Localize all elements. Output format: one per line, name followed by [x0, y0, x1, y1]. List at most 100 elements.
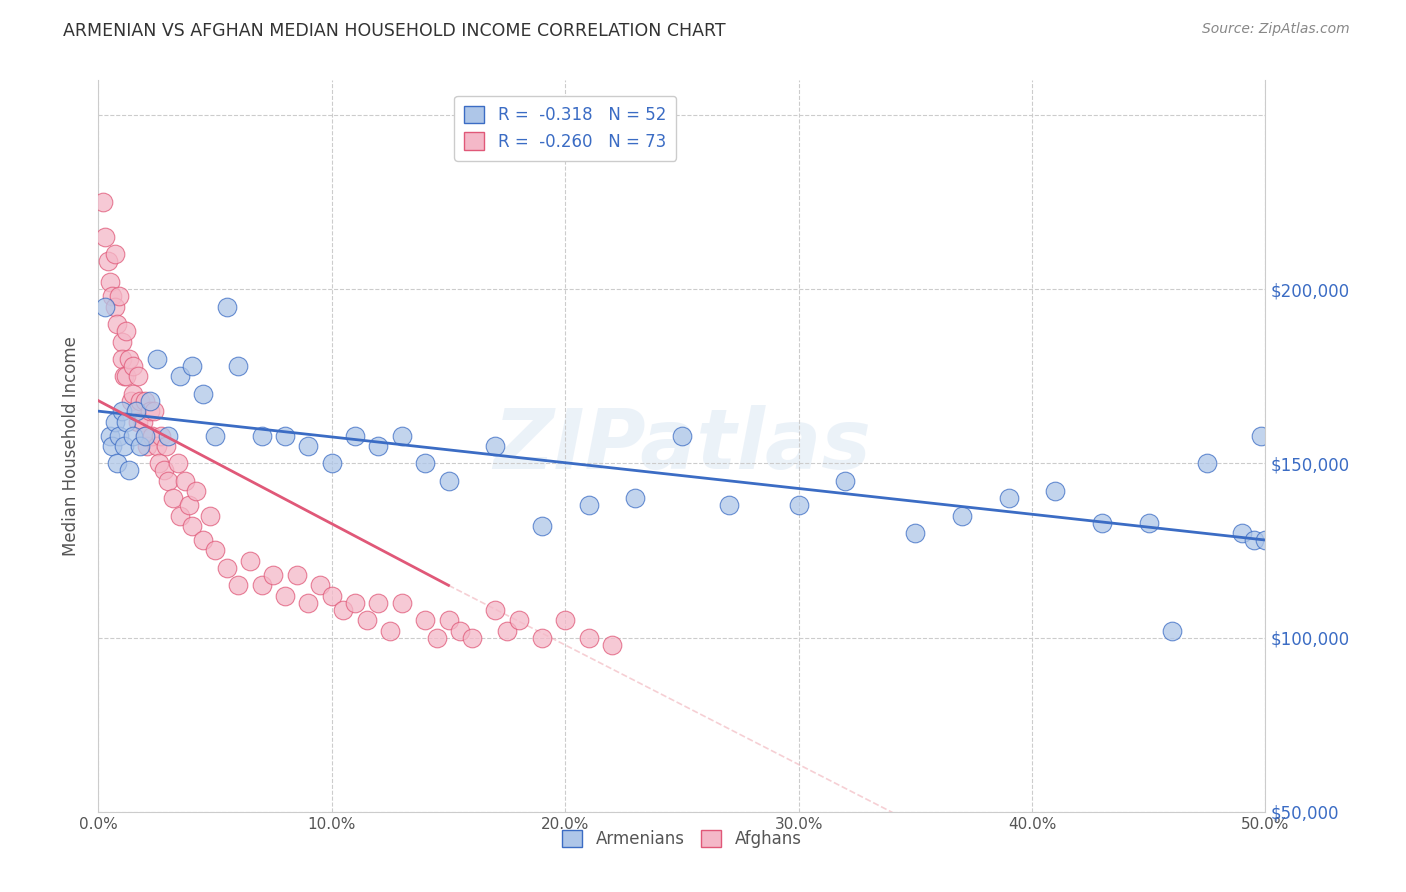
Point [180, 519, 202, 533]
Point [101, 439, 124, 453]
Point [449, 624, 471, 638]
Point [204, 543, 226, 558]
Point [186, 484, 208, 499]
Point [155, 439, 177, 453]
Point [391, 428, 413, 442]
Point [115, 324, 138, 338]
Point [496, 624, 519, 638]
Point [141, 428, 163, 442]
Point [98, 275, 121, 289]
Point [413, 613, 436, 627]
Point [1250, 428, 1272, 442]
Point [111, 404, 134, 418]
Point [1197, 457, 1219, 471]
Point [97, 254, 120, 268]
Point [132, 415, 155, 429]
Point [997, 491, 1019, 506]
Point [274, 589, 297, 603]
Point [134, 428, 156, 442]
Point [134, 428, 156, 442]
Point [193, 533, 215, 547]
Point [297, 596, 319, 610]
Point [228, 359, 250, 373]
Text: Source: ZipAtlas.com: Source: ZipAtlas.com [1202, 22, 1350, 37]
Point [391, 596, 413, 610]
Point [104, 300, 127, 314]
Point [120, 393, 142, 408]
Point [508, 613, 530, 627]
Point [173, 474, 195, 488]
Point [530, 519, 553, 533]
Point [904, 526, 927, 541]
Point [115, 415, 138, 429]
Point [228, 578, 250, 592]
Point [437, 474, 460, 488]
Point [262, 567, 284, 582]
Point [143, 404, 166, 418]
Point [250, 428, 273, 442]
Text: ZIPatlas: ZIPatlas [494, 406, 870, 486]
Point [332, 603, 354, 617]
Point [624, 491, 647, 506]
Point [129, 393, 152, 408]
Point [118, 463, 141, 477]
Point [484, 603, 506, 617]
Point [166, 457, 188, 471]
Point [193, 386, 215, 401]
Point [136, 439, 159, 453]
Point [215, 561, 238, 575]
Point [215, 300, 238, 314]
Point [152, 463, 174, 477]
Point [461, 631, 484, 645]
Point [344, 596, 367, 610]
Text: ARMENIAN VS AFGHAN MEDIAN HOUSEHOLD INCOME CORRELATION CHART: ARMENIAN VS AFGHAN MEDIAN HOUSEHOLD INCO… [63, 22, 725, 40]
Point [321, 589, 343, 603]
Point [169, 508, 191, 523]
Point [413, 457, 436, 471]
Point [139, 404, 162, 418]
Point [530, 631, 553, 645]
Point [146, 351, 169, 366]
Point [367, 596, 389, 610]
Point [139, 393, 162, 408]
Point [1254, 533, 1277, 547]
Point [150, 428, 173, 442]
Point [1091, 516, 1114, 530]
Point [787, 498, 810, 512]
Point [356, 613, 378, 627]
Point [180, 359, 202, 373]
Point [950, 508, 973, 523]
Point [1161, 624, 1184, 638]
Point [104, 247, 127, 261]
Point [671, 428, 693, 442]
Point [125, 404, 148, 418]
Point [274, 428, 297, 442]
Point [1045, 484, 1067, 499]
Point [157, 474, 180, 488]
Point [1137, 516, 1160, 530]
Point [98, 428, 121, 442]
Point [148, 457, 170, 471]
Point [104, 415, 127, 429]
Point [134, 393, 156, 408]
Point [344, 428, 367, 442]
Point [162, 491, 184, 506]
Point [1230, 526, 1253, 541]
Point [200, 508, 222, 523]
Point [309, 578, 332, 592]
Point [600, 638, 623, 652]
Point [108, 289, 131, 303]
Point [169, 369, 191, 384]
Point [115, 369, 138, 384]
Point [578, 498, 600, 512]
Point [204, 428, 226, 442]
Point [101, 289, 124, 303]
Point [297, 439, 319, 453]
Point [1243, 533, 1265, 547]
Point [91, 195, 114, 210]
Point [157, 428, 180, 442]
Point [437, 613, 460, 627]
Point [111, 351, 134, 366]
Point [554, 613, 576, 627]
Point [367, 439, 389, 453]
